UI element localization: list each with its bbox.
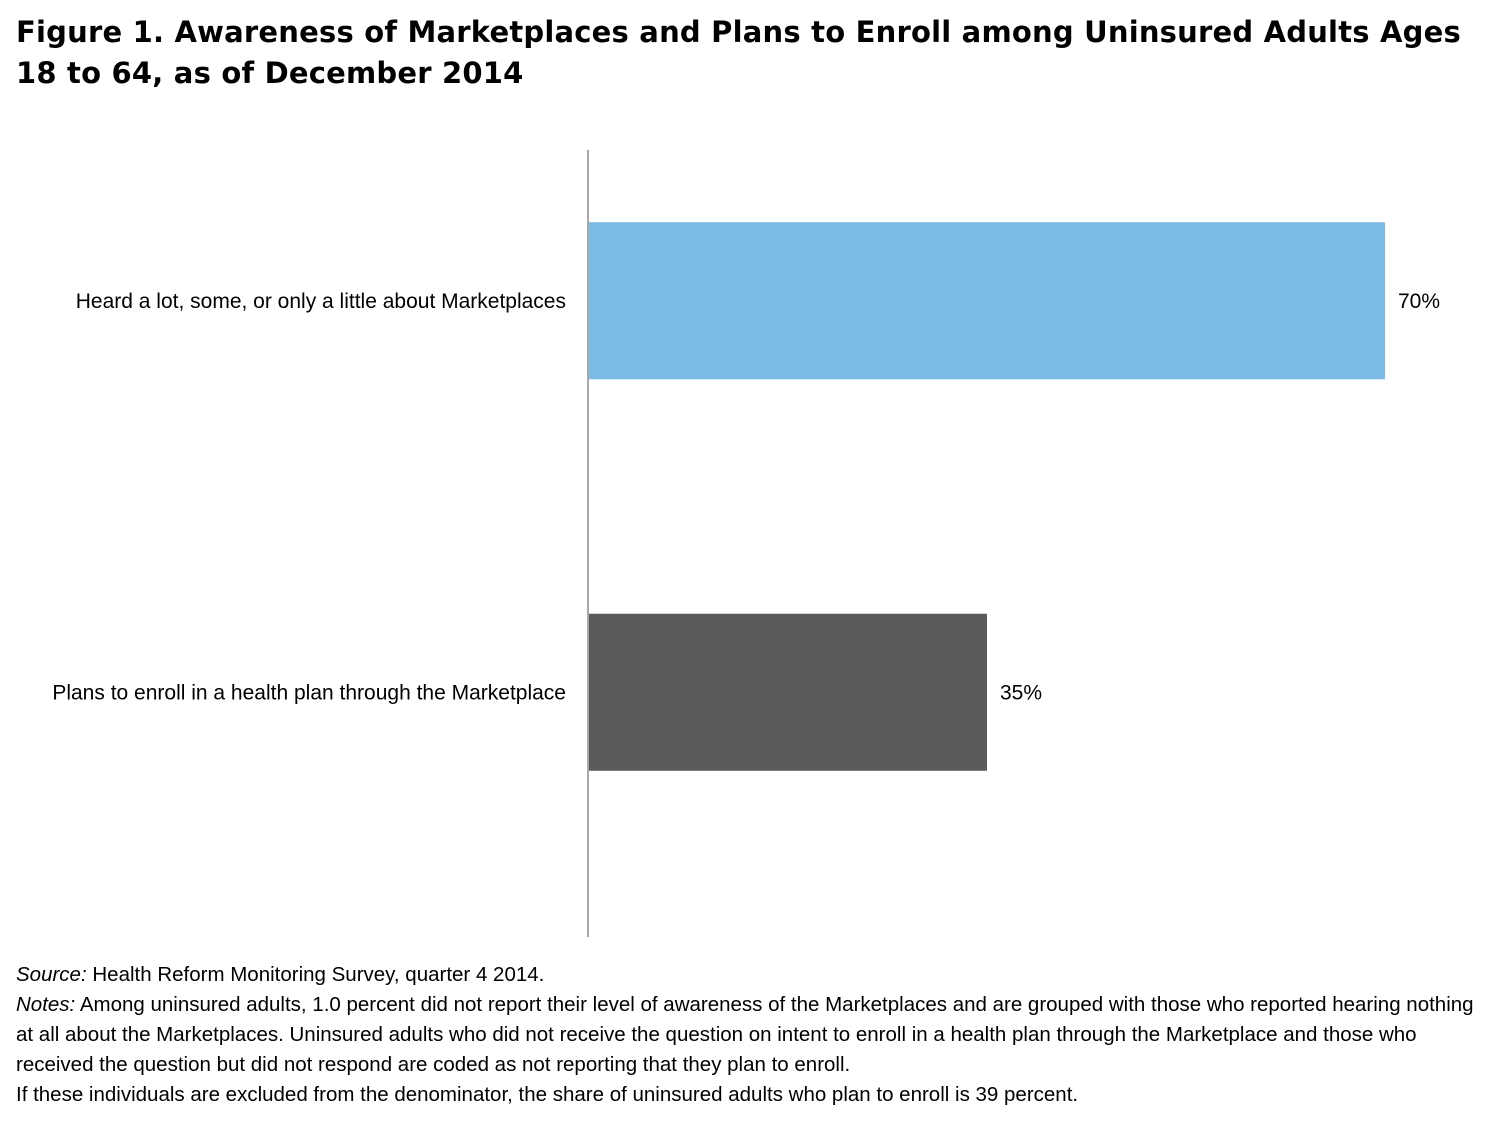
figure-title: Figure 1. Awareness of Marketplaces and … [16,15,1461,90]
value-label-2: 35% [1000,681,1042,704]
source-text: Health Reform Monitoring Survey, quarter… [92,963,545,986]
notes-text: Among uninsured adults, 1.0 percent did … [16,993,1474,1076]
bar-2 [589,613,987,771]
value-label-1: 70% [1398,290,1440,313]
bar-1 [589,222,1385,380]
notes-paragraph-2: If these individuals are excluded from t… [16,1083,1079,1106]
source-note: Source: Health Reform Monitoring Survey,… [16,960,1486,990]
category-label-2: Plans to enroll in a health plan through… [52,681,566,704]
footnotes: Source: Health Reform Monitoring Survey,… [16,960,1486,1110]
category-label-1: Heard a lot, some, or only a little abou… [76,290,566,313]
source-label: Source: [16,963,87,986]
notes-label: Notes: [16,993,76,1016]
notes-paragraph: Notes: Among uninsured adults, 1.0 perce… [16,990,1486,1080]
